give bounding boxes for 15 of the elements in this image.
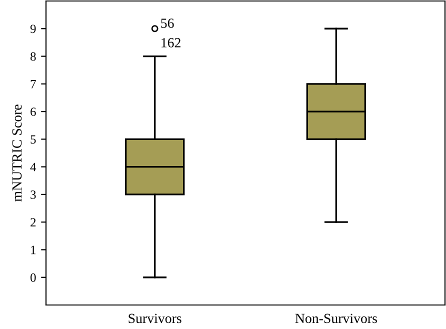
x-tick-label: Survivors <box>128 314 182 324</box>
annotation: 162 <box>162 38 180 48</box>
y-tick-label: 4 <box>30 162 36 172</box>
y-tick-label: 3 <box>30 190 36 199</box>
y-tick-label: 9 <box>30 24 36 34</box>
annotation: 56 <box>161 18 174 28</box>
y-tick-label: 6 <box>30 108 36 116</box>
y-tick-label: 8 <box>30 52 36 61</box>
y-tick-label: 0 <box>30 273 36 282</box>
y-tick-label: 1 <box>31 246 36 254</box>
y-tick-label: 5 <box>30 135 36 144</box>
y-tick-label: 2 <box>30 218 36 226</box>
x-tick-label: Non-Survivors <box>295 314 377 324</box>
y-axis-title: mNUTRIC Score <box>12 104 22 202</box>
y-tick-label: 7 <box>30 80 36 88</box>
